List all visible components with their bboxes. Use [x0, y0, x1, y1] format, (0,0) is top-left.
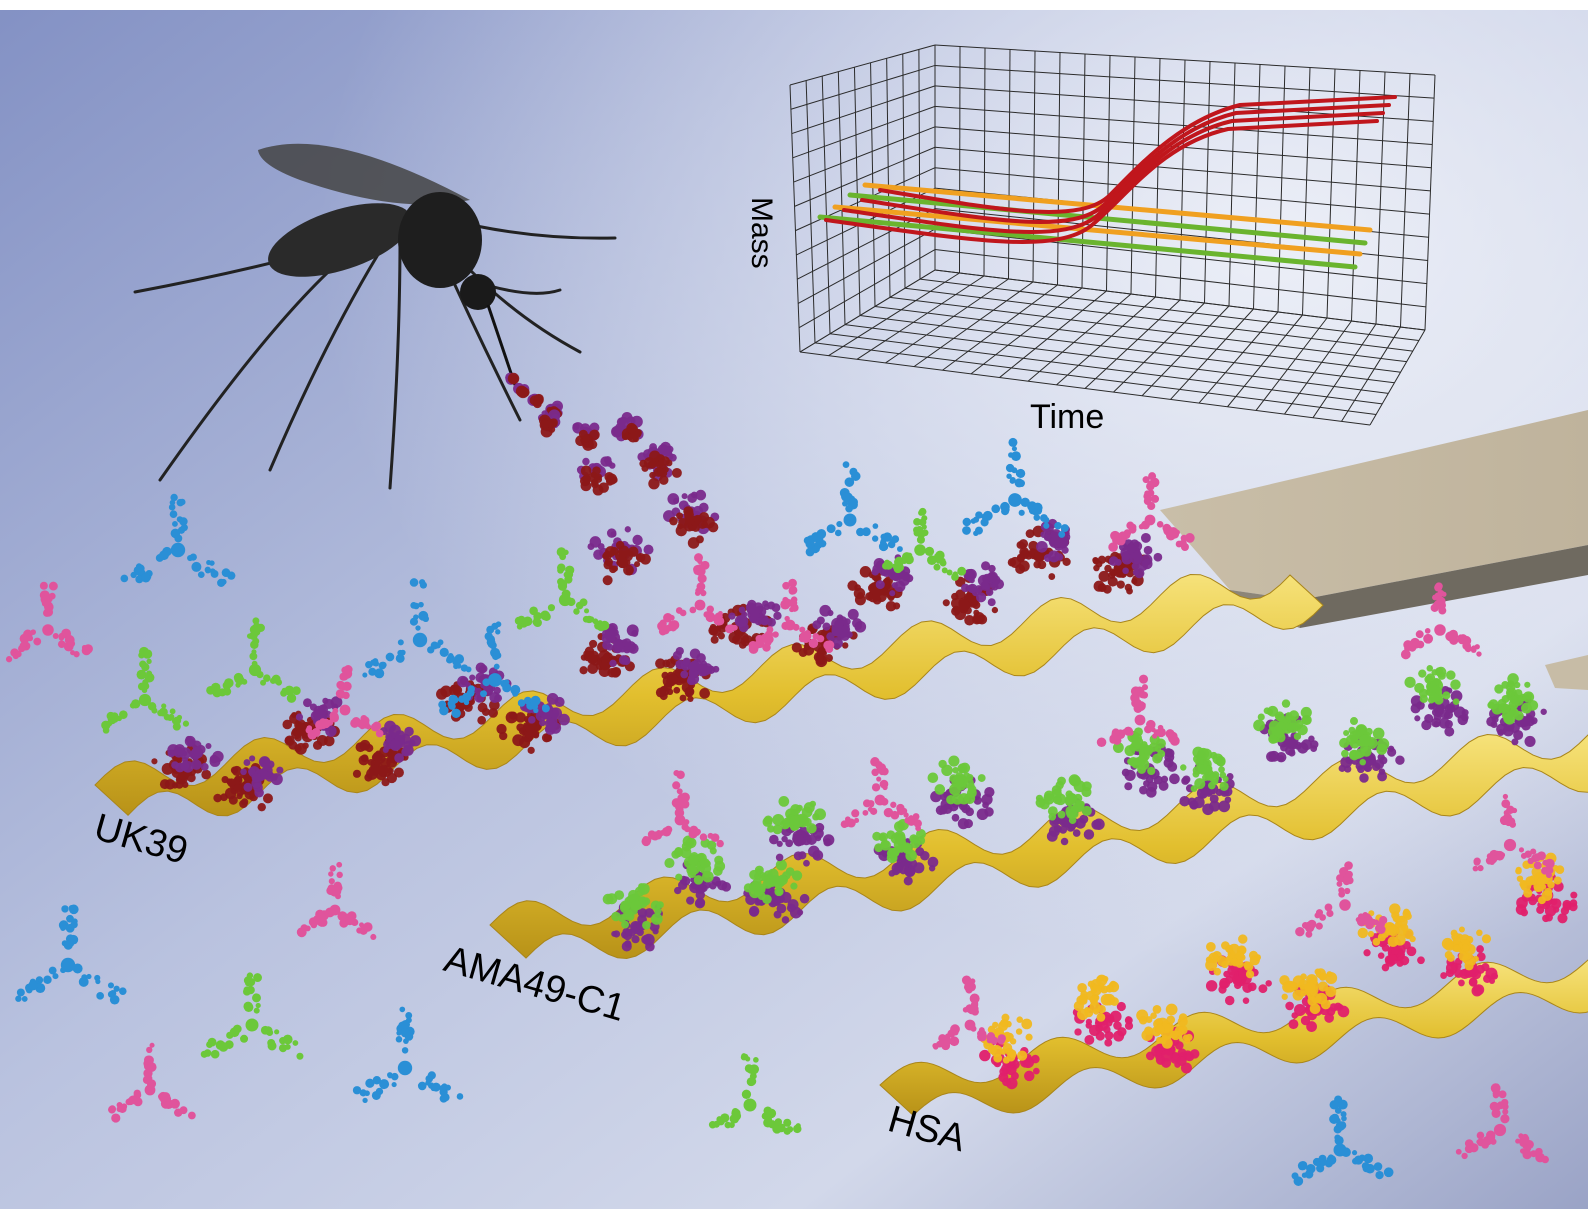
antibody-icon — [803, 461, 903, 557]
antigen-ama49 — [1035, 774, 1092, 824]
antigen-uk39 — [961, 561, 1005, 607]
antibody-icon — [932, 975, 1006, 1051]
antigen-ama49 — [1404, 665, 1461, 705]
antigen-uk39 — [240, 755, 284, 798]
flat-curve — [847, 192, 1368, 246]
antibody-icon — [200, 972, 304, 1060]
antigen-uk39 — [167, 735, 224, 773]
antigen-ama49 — [602, 883, 664, 930]
protein-droplet — [507, 372, 520, 385]
antibody-icon — [748, 578, 835, 654]
antibody-icon — [5, 581, 93, 663]
flat-curve — [817, 214, 1358, 270]
antibody-icon — [120, 493, 236, 587]
antigen-hsa — [1136, 1003, 1193, 1049]
antibody-icon — [708, 1053, 802, 1135]
protein-droplet — [579, 465, 618, 496]
antigen-ama49 — [664, 835, 726, 885]
antibody-icon — [641, 769, 724, 848]
antigen-uk39 — [812, 604, 867, 649]
antibody-icon — [840, 757, 922, 832]
antigen-uk39 — [728, 599, 782, 633]
antigen-hsa — [1441, 926, 1492, 971]
red-curve — [878, 95, 1397, 214]
antigen-hsa — [1073, 974, 1120, 1022]
molecules — [5, 372, 1578, 1186]
red-curve — [824, 119, 1379, 244]
antibody-icon — [101, 646, 190, 734]
antibody-icon — [362, 578, 472, 679]
antigen-hsa — [1279, 968, 1338, 1015]
strip-hsa — [879, 959, 1588, 1116]
red-curve — [860, 103, 1391, 224]
antigen-uk39 — [379, 720, 422, 763]
protein-droplet — [621, 422, 642, 443]
antigen-ama49 — [1339, 717, 1390, 766]
antibody-icon — [1096, 674, 1180, 748]
protein-droplet — [538, 414, 558, 438]
antibody-icon — [514, 547, 610, 632]
mosquito-icon — [133, 143, 617, 490]
protein-droplet — [669, 506, 719, 549]
antibody-icon — [352, 1006, 464, 1103]
antigen-uk39 — [282, 709, 340, 755]
antibody-icon — [657, 553, 738, 636]
antigen-uk39 — [601, 622, 639, 667]
antibody-icon — [1400, 582, 1482, 660]
antibody-icon — [1108, 472, 1195, 552]
antigen-ama49 — [1180, 746, 1229, 792]
red-curve — [842, 111, 1385, 234]
antigen-ama49 — [872, 818, 926, 864]
antibody-icon — [305, 665, 384, 740]
antigen-uk39 — [1108, 532, 1163, 579]
antigen-uk39 — [871, 554, 914, 597]
protein-droplet — [515, 385, 530, 399]
flat-curve — [832, 204, 1363, 257]
antibody-icon — [1295, 861, 1388, 938]
antigen-hsa — [1357, 903, 1416, 947]
antigen-ama49 — [1253, 699, 1312, 744]
antibody-icon — [15, 904, 127, 1005]
graph-y-label: Mass — [745, 197, 778, 269]
antibody-icon — [1291, 1095, 1394, 1186]
antigen-ama49 — [927, 755, 986, 805]
antigen-ama49 — [1112, 727, 1166, 776]
antibody-icon — [438, 621, 550, 719]
antigen-uk39 — [672, 646, 720, 686]
antibody-icon — [1472, 793, 1555, 879]
protein-droplet — [639, 450, 682, 490]
protein-droplet — [602, 540, 651, 586]
antibody-icon — [962, 437, 1069, 538]
antigen-ama49 — [1410, 686, 1469, 737]
top-edge — [0, 0, 1588, 10]
antigen-ama49 — [1487, 673, 1539, 725]
flat-curve — [862, 182, 1373, 233]
antigen-hsa — [1205, 934, 1261, 979]
graph-x-label: Time — [1030, 398, 1104, 436]
antibody-icon — [296, 861, 377, 941]
antibody-icon — [108, 1042, 196, 1123]
antibody-icon — [1455, 1083, 1549, 1164]
antigen-ama49 — [743, 859, 803, 905]
antigen-ama49 — [762, 796, 826, 835]
protein-droplet — [529, 393, 544, 409]
antibody-icon — [882, 507, 967, 581]
antibody-icon — [206, 617, 301, 703]
mass-time-graph — [789, 44, 1436, 426]
protein-droplet — [575, 429, 600, 451]
cantilever-lower — [1545, 655, 1588, 690]
